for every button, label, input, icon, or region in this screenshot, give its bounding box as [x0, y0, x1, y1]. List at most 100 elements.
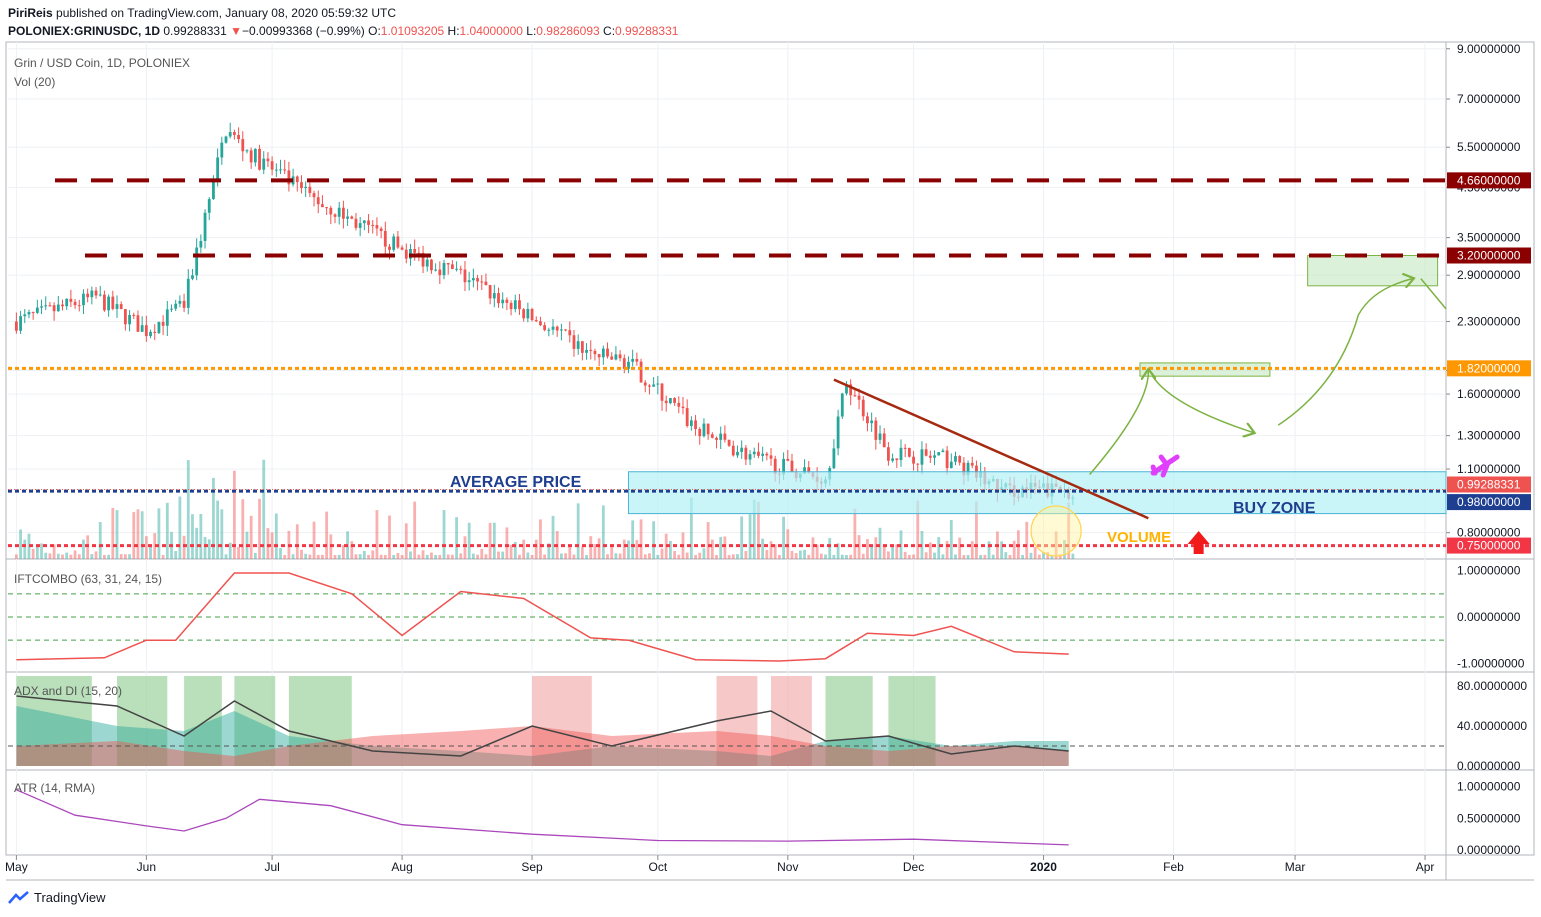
- candle[interactable]: [643, 382, 647, 386]
- candle[interactable]: [857, 395, 861, 400]
- candle[interactable]: [840, 393, 844, 417]
- symbol-label[interactable]: POLONIEX:GRINUSDC, 1D: [8, 24, 161, 38]
- candle[interactable]: [136, 315, 140, 332]
- candle[interactable]: [715, 437, 718, 440]
- iftcombo-title[interactable]: IFTCOMBO (63, 31, 24, 15): [14, 572, 162, 586]
- adx-title[interactable]: ADX and DI (15, 20): [14, 684, 122, 698]
- candle[interactable]: [153, 331, 157, 333]
- candle[interactable]: [559, 329, 563, 331]
- candle[interactable]: [446, 263, 450, 265]
- candle[interactable]: [388, 246, 391, 250]
- candle[interactable]: [207, 199, 211, 213]
- candle[interactable]: [912, 456, 915, 464]
- candle[interactable]: [279, 169, 282, 171]
- tradingview-logo-icon[interactable]: [8, 890, 30, 905]
- candle[interactable]: [488, 285, 492, 299]
- candle[interactable]: [304, 186, 308, 189]
- candle[interactable]: [27, 312, 31, 315]
- candle[interactable]: [245, 150, 249, 152]
- tradingview-brand[interactable]: TradingView: [34, 890, 106, 905]
- candle[interactable]: [866, 416, 869, 424]
- candle[interactable]: [962, 462, 966, 476]
- candle[interactable]: [501, 299, 505, 304]
- candle[interactable]: [669, 398, 672, 404]
- candle[interactable]: [874, 420, 878, 440]
- candle[interactable]: [887, 447, 890, 461]
- candle[interactable]: [564, 329, 567, 331]
- candle[interactable]: [341, 207, 345, 219]
- candle[interactable]: [555, 326, 559, 331]
- candle[interactable]: [769, 455, 773, 459]
- candle[interactable]: [266, 158, 270, 162]
- target-zone-box[interactable]: [1307, 255, 1439, 287]
- candle[interactable]: [325, 207, 329, 209]
- candle[interactable]: [497, 293, 500, 304]
- candle[interactable]: [19, 316, 22, 331]
- candle[interactable]: [178, 300, 182, 304]
- candle[interactable]: [337, 207, 341, 217]
- candle[interactable]: [425, 259, 429, 267]
- candle[interactable]: [48, 305, 52, 307]
- candle[interactable]: [94, 290, 98, 296]
- candle[interactable]: [853, 395, 857, 397]
- candle[interactable]: [765, 453, 769, 456]
- candle[interactable]: [677, 402, 681, 407]
- candle[interactable]: [69, 298, 73, 302]
- candle[interactable]: [513, 300, 517, 310]
- candle[interactable]: [316, 197, 320, 205]
- candle[interactable]: [73, 301, 77, 306]
- candle[interactable]: [132, 314, 136, 316]
- candle[interactable]: [505, 299, 509, 303]
- candle[interactable]: [899, 447, 903, 461]
- candle[interactable]: [534, 320, 538, 322]
- candle[interactable]: [459, 268, 463, 270]
- candle[interactable]: [492, 293, 496, 299]
- candle[interactable]: [383, 230, 387, 247]
- candle[interactable]: [379, 228, 383, 231]
- buy-zone-box[interactable]: [627, 471, 1447, 515]
- trend-line[interactable]: [833, 378, 1149, 520]
- candle[interactable]: [149, 331, 152, 337]
- candle[interactable]: [404, 249, 408, 259]
- candle[interactable]: [748, 454, 752, 460]
- candle[interactable]: [455, 268, 458, 270]
- candle[interactable]: [593, 350, 597, 355]
- candle[interactable]: [949, 461, 953, 469]
- candle[interactable]: [191, 275, 194, 279]
- publisher-user[interactable]: PiriReis: [8, 6, 53, 20]
- candle[interactable]: [44, 305, 48, 307]
- candle[interactable]: [710, 434, 714, 438]
- candle[interactable]: [212, 179, 215, 200]
- candle[interactable]: [849, 384, 853, 396]
- projection-arrow[interactable]: [1277, 279, 1412, 426]
- candle[interactable]: [438, 269, 442, 276]
- candle[interactable]: [270, 161, 274, 170]
- candle[interactable]: [945, 450, 949, 469]
- candle[interactable]: [56, 304, 60, 312]
- candle[interactable]: [140, 325, 144, 332]
- atr-title[interactable]: ATR (14, RMA): [14, 781, 95, 795]
- candle[interactable]: [539, 321, 542, 326]
- candle[interactable]: [656, 383, 660, 385]
- candle[interactable]: [928, 455, 932, 458]
- candle[interactable]: [224, 136, 228, 143]
- up-arrow-icon[interactable]: [1187, 531, 1210, 554]
- candle[interactable]: [119, 304, 123, 310]
- iftcombo-line[interactable]: [16, 572, 1069, 662]
- candle[interactable]: [262, 158, 266, 170]
- candle[interactable]: [434, 269, 438, 271]
- volume-highlight-circle[interactable]: [1030, 505, 1082, 557]
- candle[interactable]: [216, 157, 220, 180]
- candle[interactable]: [878, 433, 882, 440]
- candle[interactable]: [660, 383, 664, 401]
- candle[interactable]: [648, 385, 651, 387]
- candle[interactable]: [622, 358, 626, 369]
- candle[interactable]: [731, 445, 735, 456]
- candle[interactable]: [329, 207, 333, 215]
- candle[interactable]: [333, 214, 337, 217]
- candle[interactable]: [430, 259, 433, 271]
- atr-line[interactable]: [16, 789, 1069, 846]
- candle[interactable]: [547, 329, 551, 331]
- candle[interactable]: [367, 220, 370, 225]
